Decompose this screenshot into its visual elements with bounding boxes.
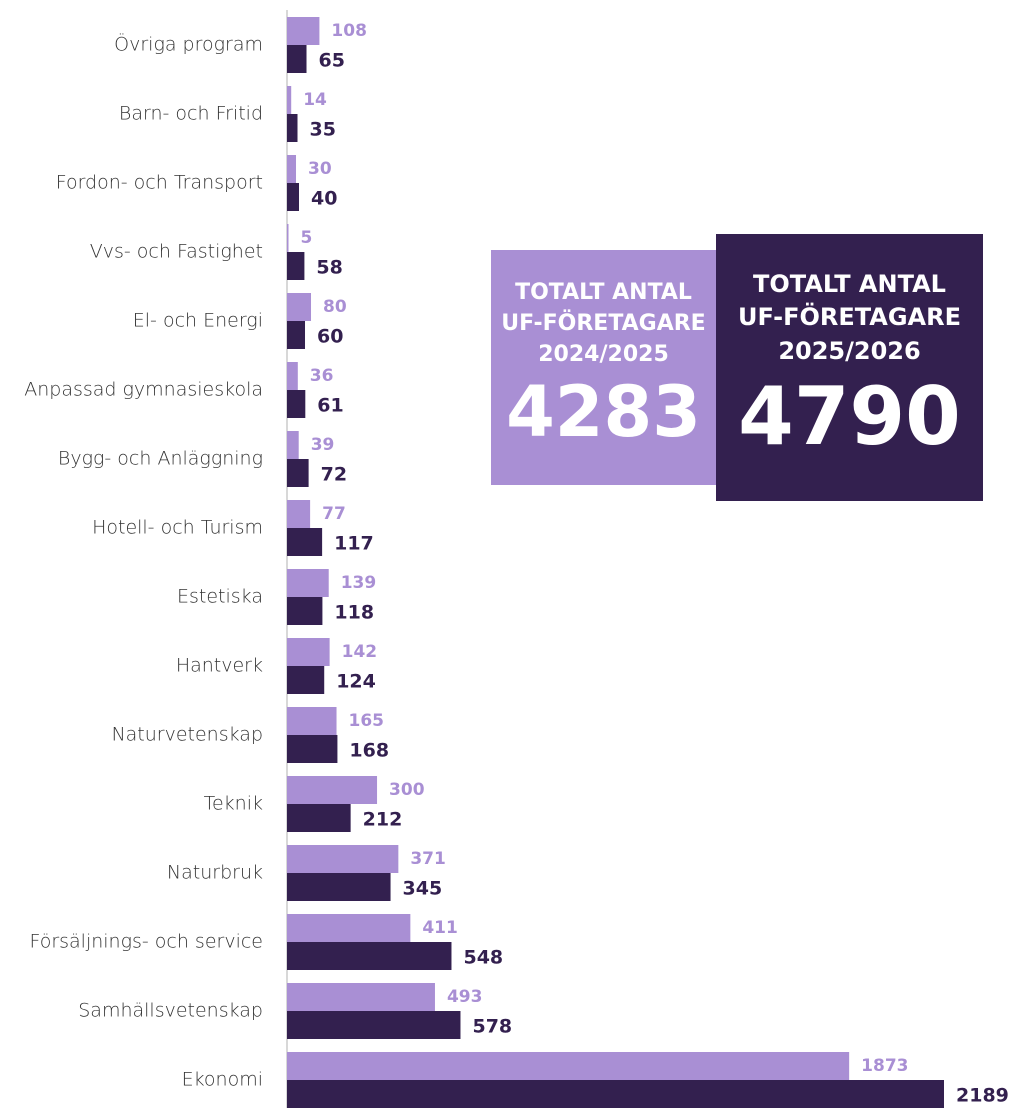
bar [287,459,309,487]
category-label: Barn- och Fritid [119,103,263,125]
bar [287,666,325,694]
value-label: 300 [389,780,425,800]
total-value: 4790 [738,370,961,463]
total-caption: TOTALT ANTAL [515,280,692,305]
bar [287,528,323,556]
bar [287,390,306,418]
bar [287,155,297,183]
value-label: 2189 [956,1085,1009,1107]
bar [287,597,323,625]
category-label: Naturvetenskap [111,724,263,746]
bar [287,293,312,321]
bar [287,252,305,280]
value-label: 124 [336,671,376,693]
category-label: Ekonomi [182,1069,263,1091]
bar [287,114,298,142]
value-label: 168 [349,740,389,762]
value-label: 371 [410,849,446,869]
bar [287,845,399,873]
total-value: 4283 [506,371,701,453]
bar [287,362,298,390]
value-label: 39 [311,435,335,455]
total-caption: UF-FÖRETAGARE [501,310,705,336]
category-label: Hantverk [176,655,263,677]
value-label: 1873 [861,1056,908,1076]
bar [287,983,435,1011]
value-label: 72 [321,464,347,486]
category-label: Övriga program [114,33,263,56]
value-label: 30 [308,159,332,179]
value-label: 77 [322,504,346,524]
category-label: Fordon- och Transport [56,172,263,194]
bar [287,183,300,211]
value-label: 80 [323,297,347,317]
bar [287,500,311,528]
value-label: 578 [472,1016,512,1038]
bar [287,942,452,970]
total-caption: TOTALT ANTAL [753,270,946,298]
bar [287,224,289,252]
value-label: 142 [342,642,378,662]
value-label: 60 [317,326,343,348]
value-label: 61 [317,395,343,417]
category-label: Försäljnings- och service [29,931,263,953]
category-label: Samhällsvetenskap [78,1000,263,1022]
total-caption: 2025/2026 [778,337,920,365]
bar [287,1080,944,1108]
value-label: 36 [310,366,334,386]
total-box [716,234,983,501]
bar [287,776,378,804]
bar [287,45,307,73]
bar [287,17,320,45]
total-box [491,250,716,485]
bar [287,1052,850,1080]
bar [287,569,329,597]
value-label: 212 [363,809,403,831]
value-label: 65 [319,50,345,72]
value-label: 108 [331,21,367,41]
total-caption: 2024/2025 [538,342,669,367]
bar [287,1011,461,1039]
category-label: Vvs- och Fastighet [90,241,263,263]
value-label: 118 [334,602,374,624]
value-label: 493 [447,987,483,1007]
value-label: 165 [349,711,385,731]
value-label: 5 [301,228,313,248]
total-caption: UF-FÖRETAGARE [738,301,961,331]
value-label: 345 [403,878,443,900]
bar [287,735,338,763]
value-label: 139 [341,573,377,593]
bar [287,321,306,349]
value-label: 548 [463,947,503,969]
bar [287,431,299,459]
value-label: 40 [311,188,337,210]
value-label: 58 [316,257,342,279]
value-label: 14 [303,90,327,110]
bar [287,86,292,114]
bar [287,873,391,901]
bar [287,914,411,942]
category-label: Bygg- och Anläggning [58,448,263,470]
category-label: Naturbruk [167,862,263,884]
bar [287,707,337,735]
category-label: Teknik [204,793,263,815]
value-label: 35 [310,119,336,141]
category-label: Hotell- och Turism [92,517,263,539]
category-label: Estetiska [177,586,263,608]
value-label: 411 [422,918,458,938]
category-label: El- och Energi [133,310,263,332]
bar [287,804,351,832]
category-label: Anpassad gymnasieskola [24,379,263,401]
bar [287,638,330,666]
value-label: 117 [334,533,374,555]
